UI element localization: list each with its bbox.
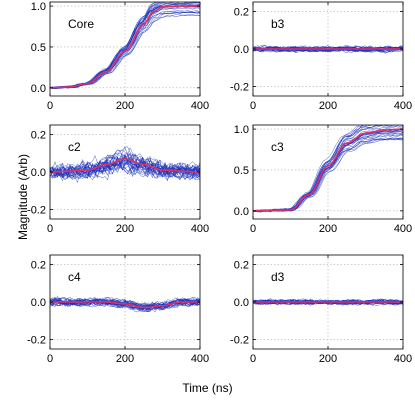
panel-d3: 0 200 400 -0.2 0.0 0.2 d3 xyxy=(230,254,412,365)
x-tick-label: 0 xyxy=(250,223,256,235)
trace-line xyxy=(50,162,200,184)
y-tick-label: 1.0 xyxy=(31,1,46,13)
x-tick-label: 0 xyxy=(47,353,53,365)
y-tick-label: 0.5 xyxy=(31,42,46,54)
trace-group xyxy=(253,298,403,306)
y-tick-label: 0.2 xyxy=(31,129,46,141)
y-tick-label: 0.0 xyxy=(234,297,249,309)
panel-label: d3 xyxy=(271,270,285,284)
trace-line xyxy=(50,156,200,179)
x-tick-label: 400 xyxy=(191,223,209,235)
y-tick-label: 0.0 xyxy=(234,44,249,56)
y-tick-label: -0.2 xyxy=(230,82,249,94)
panel-label: c4 xyxy=(68,270,81,284)
panel-label: b3 xyxy=(271,17,285,31)
x-tick-label: 200 xyxy=(116,100,134,112)
y-tick-label: 0.0 xyxy=(31,83,46,95)
trace-line xyxy=(50,153,200,179)
y-tick-label: 0.2 xyxy=(234,6,249,18)
y-tick-label: 0.0 xyxy=(31,297,46,309)
panel-b3: 0 200 400 -0.2 0.0 0.2 b3 xyxy=(230,1,412,112)
trace-line xyxy=(50,158,200,179)
y-tick-label: 0.0 xyxy=(234,206,249,218)
x-tick-label: 200 xyxy=(116,353,134,365)
mean-line xyxy=(253,128,403,212)
y-tick-label: -0.2 xyxy=(230,335,249,347)
trace-line xyxy=(50,296,200,312)
x-axis-label: Time (ns) xyxy=(182,381,233,395)
trace-line xyxy=(50,297,200,308)
x-tick-label: 0 xyxy=(47,100,53,112)
x-tick-label: 400 xyxy=(394,223,412,235)
mean-line xyxy=(50,157,200,173)
panel-core: 0 200 400 0.0 0.5 1.0 Core xyxy=(31,1,209,112)
panel-c4: 0 200 400 -0.2 0.0 0.2 c4 xyxy=(27,254,209,365)
x-tick-label: 0 xyxy=(250,100,256,112)
y-tick-label: 0.2 xyxy=(31,259,46,271)
panel-label: c3 xyxy=(271,140,284,154)
x-tick-label: 400 xyxy=(191,100,209,112)
y-tick-label: 0.0 xyxy=(31,167,46,179)
x-tick-label: 200 xyxy=(319,223,337,235)
panel-c2: 0 200 400 -0.2 0.0 0.2 c2 xyxy=(27,124,209,235)
trace-line xyxy=(253,125,372,212)
trace-line xyxy=(253,298,403,306)
trace-group xyxy=(50,2,200,90)
y-axis-label: Magnitude (Arb) xyxy=(16,153,30,241)
panel-c3: 0 200 400 0.0 0.5 1.0 c3 xyxy=(234,124,412,235)
y-tick-label: 0.5 xyxy=(234,165,249,177)
trace-line xyxy=(50,154,200,181)
trace-group xyxy=(50,296,200,313)
trace-group xyxy=(253,44,403,54)
x-tick-label: 0 xyxy=(47,223,53,235)
y-tick-label: 1.0 xyxy=(234,124,249,136)
y-tick-label: 0.2 xyxy=(234,259,249,271)
x-tick-label: 200 xyxy=(116,223,134,235)
x-tick-label: 400 xyxy=(394,100,412,112)
trace-group xyxy=(50,146,200,184)
x-tick-label: 400 xyxy=(191,353,209,365)
panel-label: c2 xyxy=(68,140,81,154)
mean-line xyxy=(50,301,200,309)
trace-line xyxy=(253,137,403,212)
y-tick-label: -0.2 xyxy=(27,335,46,347)
x-tick-label: 200 xyxy=(319,100,337,112)
x-tick-label: 400 xyxy=(394,353,412,365)
panel-label: Core xyxy=(68,17,94,31)
y-tick-label: -0.2 xyxy=(27,205,46,217)
trace-line xyxy=(50,298,200,311)
x-tick-label: 0 xyxy=(250,353,256,365)
x-tick-label: 200 xyxy=(319,353,337,365)
mean-line xyxy=(50,5,200,89)
